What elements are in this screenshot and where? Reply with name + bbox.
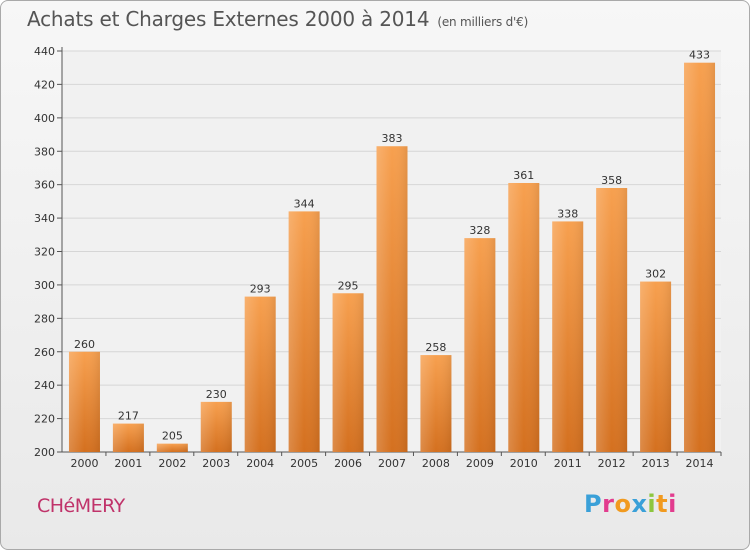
y-tick-label: 240	[34, 379, 55, 392]
y-tick-label: 260	[34, 346, 55, 359]
bar-shade	[244, 296, 276, 452]
bar-shade	[200, 401, 232, 452]
bar-shade	[332, 293, 364, 452]
proxiti-logo: Proxiti	[584, 490, 677, 518]
y-tick-label: 200	[34, 446, 55, 459]
bar-value-label: 383	[382, 132, 403, 145]
bar-shade	[376, 146, 408, 453]
bar-shade	[68, 351, 100, 452]
x-tick-label: 2012	[598, 457, 626, 470]
y-tick-label: 300	[34, 279, 55, 292]
y-tick-label: 340	[34, 212, 55, 225]
logo-letter: P	[584, 490, 603, 518]
y-tick-label: 440	[34, 45, 55, 58]
bar-shade	[640, 281, 672, 452]
bar-value-label: 328	[469, 224, 490, 237]
bar-value-label: 205	[162, 430, 183, 443]
x-tick-label: 2000	[70, 457, 98, 470]
logo-letter: r	[602, 490, 615, 518]
bar-value-label: 302	[645, 268, 666, 281]
bar-shade	[156, 443, 188, 452]
y-tick-label: 360	[34, 179, 55, 192]
chart-title-text: Achats et Charges Externes 2000 à 2014	[27, 7, 430, 31]
logo-letter: o	[614, 490, 632, 518]
y-tick-label: 220	[34, 413, 55, 426]
y-tick-label: 380	[34, 145, 55, 158]
bar-value-label: 433	[689, 49, 710, 62]
y-tick-label: 400	[34, 112, 55, 125]
bar-shade	[508, 182, 540, 452]
x-tick-label: 2001	[114, 457, 142, 470]
y-tick-label: 420	[34, 78, 55, 91]
logo-letter: i	[668, 490, 677, 518]
bar-shade	[552, 221, 584, 452]
x-tick-label: 2009	[466, 457, 494, 470]
bar-value-label: 295	[338, 279, 359, 292]
bar-value-label: 230	[206, 388, 227, 401]
x-tick-label: 2007	[378, 457, 406, 470]
bar-value-label: 358	[601, 174, 622, 187]
y-tick-label: 320	[34, 246, 55, 259]
bar-value-label: 217	[118, 410, 139, 423]
bar-shade	[288, 211, 320, 452]
bar-value-label: 260	[74, 338, 95, 351]
x-tick-label: 2008	[422, 457, 450, 470]
bar-shade	[112, 423, 144, 452]
bar-value-label: 338	[557, 207, 578, 220]
x-tick-label: 2004	[246, 457, 274, 470]
x-tick-label: 2003	[202, 457, 230, 470]
bar-value-label: 344	[294, 197, 315, 210]
y-tick-label: 280	[34, 312, 55, 325]
bar-value-label: 258	[425, 341, 446, 354]
x-tick-label: 2006	[334, 457, 362, 470]
x-tick-label: 2014	[686, 457, 714, 470]
x-tick-label: 2002	[158, 457, 186, 470]
bar-shade	[464, 238, 496, 452]
x-tick-label: 2005	[290, 457, 318, 470]
bar-value-label: 361	[513, 169, 534, 182]
x-tick-label: 2011	[554, 457, 582, 470]
chart-title: Achats et Charges Externes 2000 à 2014 (e…	[27, 7, 528, 31]
x-tick-label: 2013	[642, 457, 670, 470]
bar-value-label: 293	[250, 283, 271, 296]
bar-shade	[596, 188, 628, 452]
town-name: CHéMERY	[37, 495, 125, 517]
logo-letter: x	[631, 490, 648, 518]
x-tick-label: 2010	[510, 457, 538, 470]
chart-subtitle: (en milliers d'€)	[437, 15, 529, 29]
logo-letter: t	[656, 490, 669, 518]
bar-shade	[684, 62, 716, 453]
bar-shade	[420, 355, 452, 452]
logo-letter: i	[647, 490, 657, 518]
